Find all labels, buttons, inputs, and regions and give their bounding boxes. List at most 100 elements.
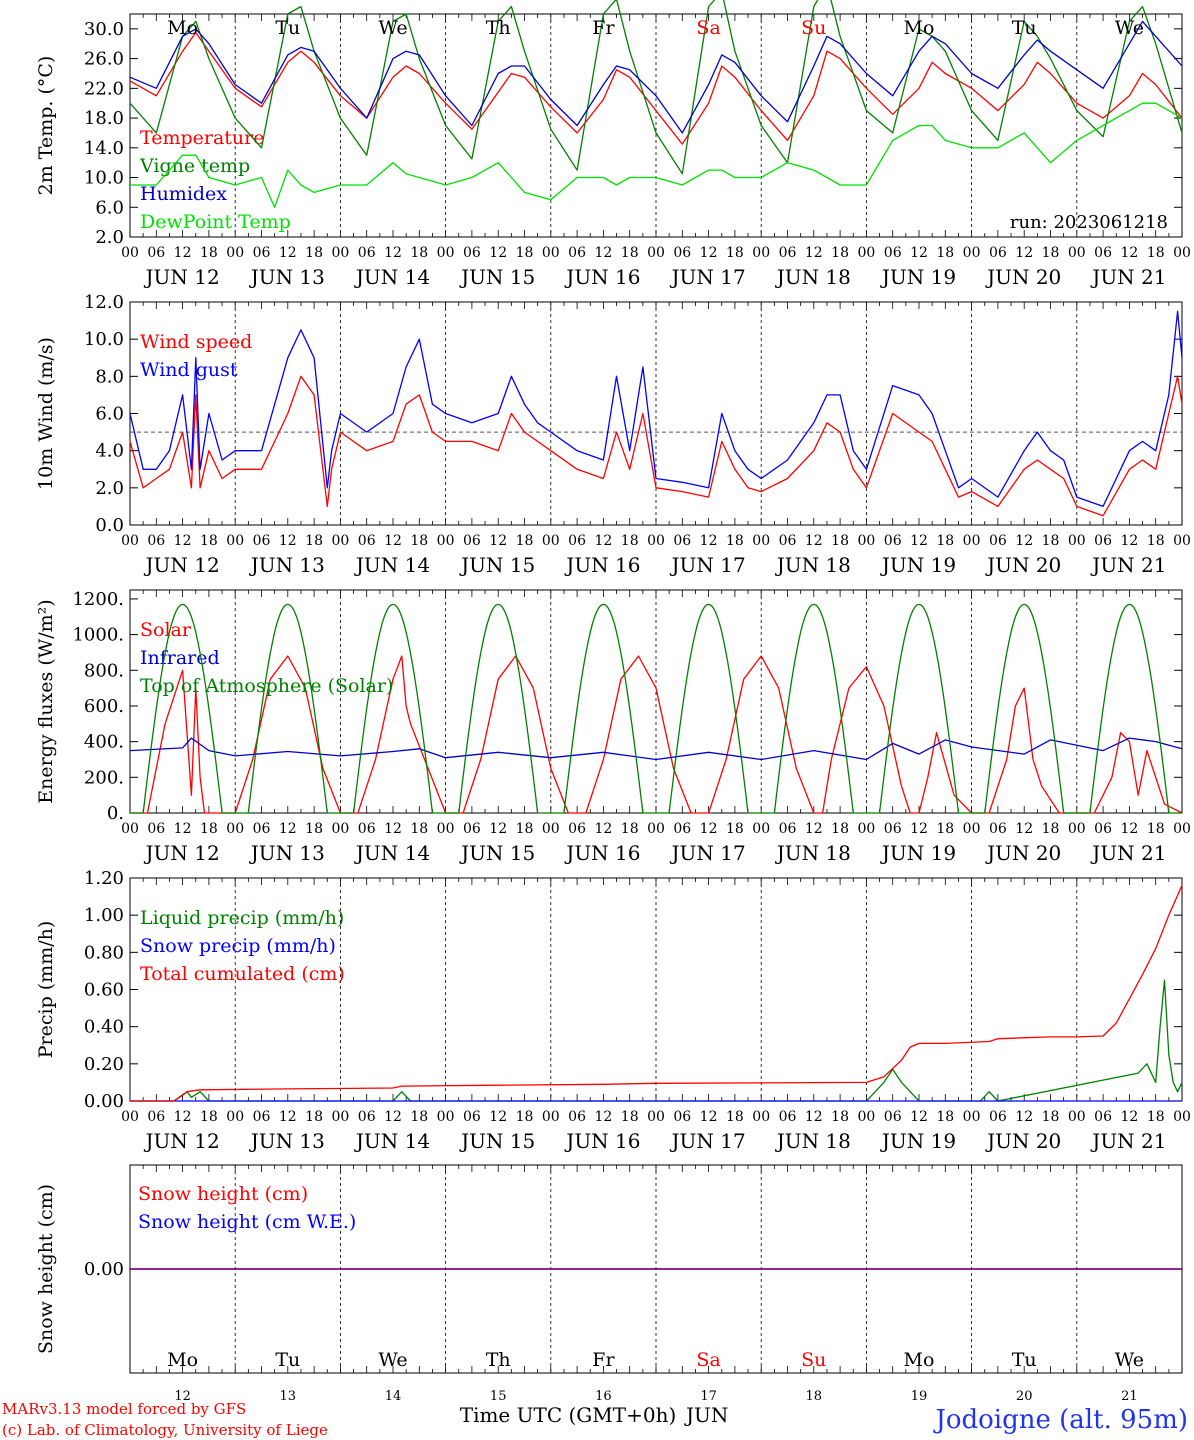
weekday-label: Mo xyxy=(167,1349,198,1371)
x-hour-label: 00 xyxy=(1068,1109,1086,1125)
x-hour-label: 00 xyxy=(121,533,139,549)
x-hour-label: 12 xyxy=(384,533,402,549)
y-tick-label: 0.40 xyxy=(84,1017,124,1038)
x-date-label: JUN 17 xyxy=(670,1129,746,1153)
x-hour-label: 06 xyxy=(673,821,691,837)
x-hour-label: 06 xyxy=(147,533,165,549)
x-hour-label: 12 xyxy=(700,533,718,549)
x-hour-label: 00 xyxy=(963,1109,981,1125)
x-hour-label: 12 xyxy=(805,245,823,261)
y-tick-label: 1200. xyxy=(72,589,124,610)
x-hour-label: 06 xyxy=(253,821,271,837)
y-tick-label: 18.0 xyxy=(84,108,124,129)
x-hour-label: 12 xyxy=(1120,821,1138,837)
x-hour-label: 00 xyxy=(752,1109,770,1125)
weekday-label: We xyxy=(1115,1349,1144,1371)
x-hour-label: 12 xyxy=(910,821,928,837)
x-hour-label: 12 xyxy=(805,821,823,837)
x-hour-label: 18 xyxy=(621,821,639,837)
x-hour-label: 18 xyxy=(936,533,954,549)
x-hour-label: 00 xyxy=(647,1109,665,1125)
y-tick-label: 0.00 xyxy=(84,1091,124,1112)
day-number-label: 15 xyxy=(490,1389,507,1404)
x-hour-label: 18 xyxy=(1042,1109,1060,1125)
x-hour-label: 00 xyxy=(542,245,560,261)
x-hour-label: 18 xyxy=(1042,533,1060,549)
x-hour-label: 06 xyxy=(989,1109,1007,1125)
y-axis-title: 10m Wind (m/s) xyxy=(35,337,57,490)
x-hour-label: 06 xyxy=(779,1109,797,1125)
x-hour-label: 12 xyxy=(489,821,507,837)
x-hour-label: 18 xyxy=(1147,533,1165,549)
x-hour-label: 06 xyxy=(358,245,376,261)
x-hour-label: 18 xyxy=(410,245,428,261)
x-hour-label: 00 xyxy=(1173,1109,1191,1125)
series-liquid-precip-mm-h xyxy=(130,979,1183,1102)
x-hour-label: 06 xyxy=(884,1109,902,1125)
x-date-label: JUN 16 xyxy=(564,841,640,865)
x-hour-label: 00 xyxy=(1068,245,1086,261)
x-hour-label: 00 xyxy=(752,821,770,837)
x-date-label: JUN 14 xyxy=(354,553,430,577)
weekday-label: We xyxy=(1115,17,1144,39)
x-hour-label: 12 xyxy=(700,245,718,261)
x-hour-label: 06 xyxy=(253,1109,271,1125)
x-hour-label: 12 xyxy=(910,245,928,261)
x-hour-label: 12 xyxy=(1015,821,1033,837)
y-tick-label: 1.20 xyxy=(84,868,124,889)
x-hour-label: 00 xyxy=(121,1109,139,1125)
x-hour-label: 12 xyxy=(700,1109,718,1125)
x-hour-label: 18 xyxy=(305,533,323,549)
y-tick-label: 4.0 xyxy=(95,441,124,462)
x-hour-label: 00 xyxy=(1068,821,1086,837)
x-hour-label: 12 xyxy=(279,245,297,261)
x-hour-label: 18 xyxy=(936,1109,954,1125)
x-hour-label: 12 xyxy=(1120,533,1138,549)
legend-entry: Vigne temp xyxy=(139,155,250,177)
x-hour-label: 06 xyxy=(358,1109,376,1125)
x-hour-label: 18 xyxy=(410,1109,428,1125)
x-hour-label: 18 xyxy=(831,245,849,261)
x-hour-label: 06 xyxy=(463,1109,481,1125)
weekday-label: Th xyxy=(486,17,511,39)
x-hour-label: 06 xyxy=(463,821,481,837)
x-hour-label: 12 xyxy=(1120,245,1138,261)
x-hour-label: 18 xyxy=(516,533,534,549)
y-axis-title: Energy fluxes (W/m²) xyxy=(35,599,57,803)
weekday-label: We xyxy=(378,17,407,39)
x-date-label: JUN 13 xyxy=(249,1129,325,1153)
legend-entry: Snow height (cm W.E.) xyxy=(138,1211,356,1233)
series-temperature xyxy=(129,31,1183,145)
y-tick-label: 0.0 xyxy=(95,515,124,536)
x-hour-label: 18 xyxy=(1147,821,1165,837)
x-hour-label: 00 xyxy=(331,821,349,837)
x-hour-label: 00 xyxy=(963,533,981,549)
x-date-label: JUN 20 xyxy=(985,553,1061,577)
x-hour-label: 12 xyxy=(174,533,192,549)
x-hour-label: 06 xyxy=(358,821,376,837)
x-date-label: JUN 16 xyxy=(564,265,640,289)
x-hour-label: 06 xyxy=(568,1109,586,1125)
x-hour-label: 12 xyxy=(489,533,507,549)
plot-frame xyxy=(129,13,1183,238)
x-hour-label: 06 xyxy=(989,533,1007,549)
x-hour-label: 00 xyxy=(226,245,244,261)
x-hour-label: 12 xyxy=(700,821,718,837)
x-hour-label: 00 xyxy=(1173,821,1191,837)
x-hour-label: 12 xyxy=(384,1109,402,1125)
x-date-label: JUN 12 xyxy=(144,841,220,865)
x-hour-label: 12 xyxy=(384,245,402,261)
y-tick-label: 600. xyxy=(84,696,124,717)
x-hour-label: 06 xyxy=(147,1109,165,1125)
x-hour-label: 06 xyxy=(253,245,271,261)
weekday-label: Fr xyxy=(592,17,615,39)
x-hour-label: 18 xyxy=(726,1109,744,1125)
x-date-label: JUN 18 xyxy=(775,841,851,865)
x-hour-label: 00 xyxy=(752,245,770,261)
x-axis-month: JUN xyxy=(684,1403,728,1427)
x-hour-label: 18 xyxy=(200,821,218,837)
y-tick-label: 0.80 xyxy=(84,942,124,963)
x-hour-label: 18 xyxy=(516,821,534,837)
x-date-label: JUN 20 xyxy=(985,841,1061,865)
